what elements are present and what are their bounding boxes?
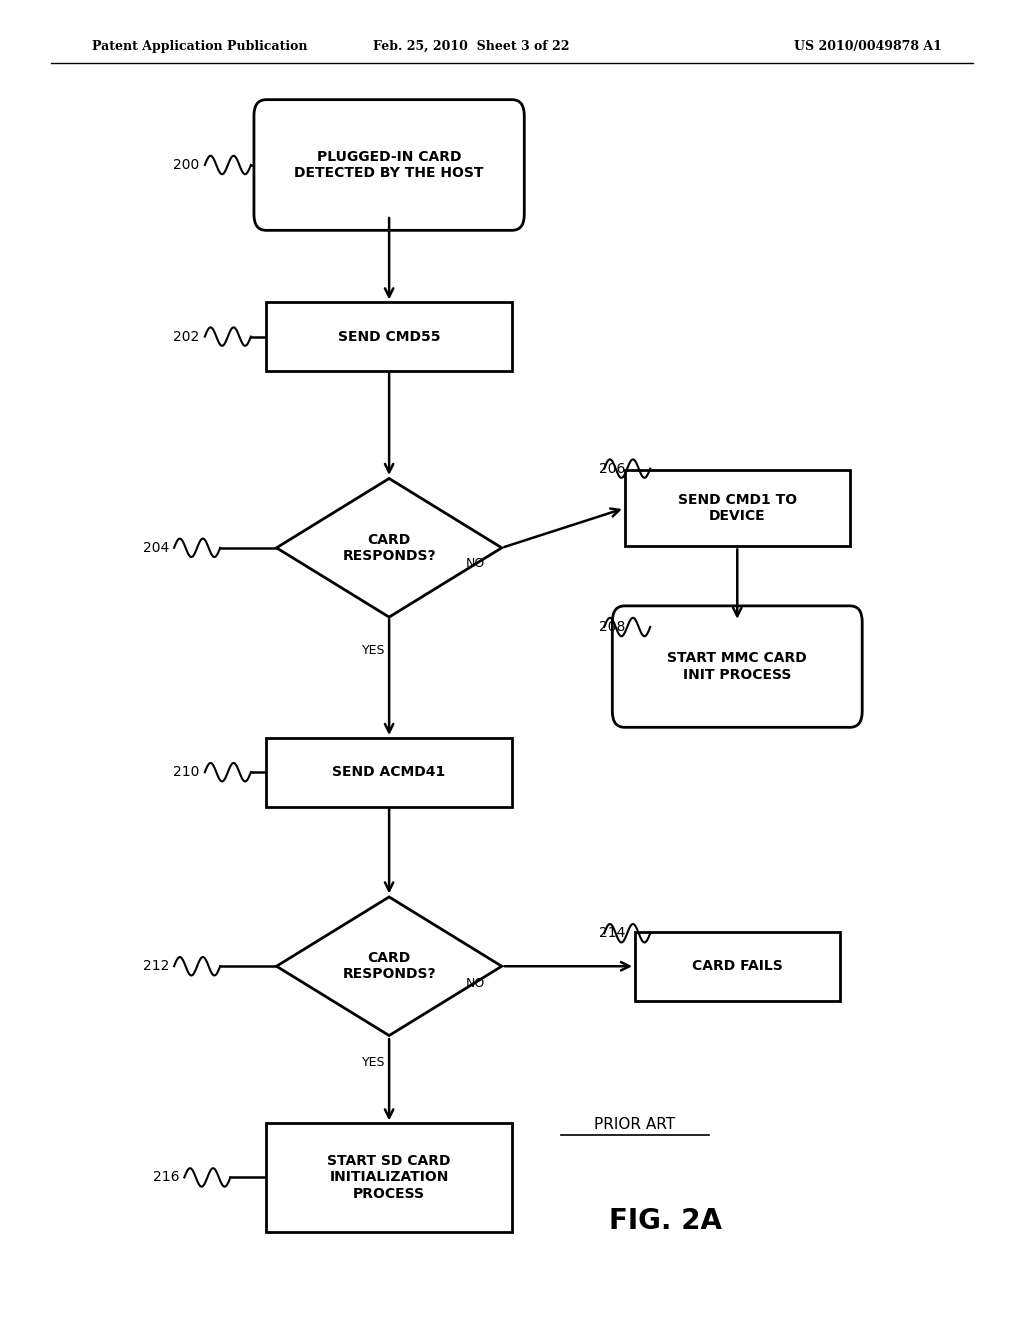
Text: YES: YES bbox=[362, 1056, 385, 1069]
Bar bbox=[266, 1123, 512, 1232]
Text: YES: YES bbox=[362, 644, 385, 657]
Text: START MMC CARD
INIT PROCESS: START MMC CARD INIT PROCESS bbox=[668, 652, 807, 681]
Text: US 2010/0049878 A1: US 2010/0049878 A1 bbox=[795, 40, 942, 53]
Polygon shape bbox=[276, 898, 502, 1035]
Polygon shape bbox=[276, 479, 502, 618]
Text: 214: 214 bbox=[599, 927, 626, 940]
Bar bbox=[625, 470, 850, 546]
Bar bbox=[266, 302, 512, 371]
Text: Feb. 25, 2010  Sheet 3 of 22: Feb. 25, 2010 Sheet 3 of 22 bbox=[373, 40, 569, 53]
Text: CARD FAILS: CARD FAILS bbox=[692, 960, 782, 973]
Text: 200: 200 bbox=[173, 158, 200, 172]
Text: 212: 212 bbox=[142, 960, 169, 973]
Text: 208: 208 bbox=[599, 620, 626, 634]
Text: 206: 206 bbox=[599, 462, 626, 475]
FancyBboxPatch shape bbox=[612, 606, 862, 727]
Text: NO: NO bbox=[466, 557, 485, 570]
Text: PLUGGED-IN CARD
DETECTED BY THE HOST: PLUGGED-IN CARD DETECTED BY THE HOST bbox=[294, 150, 484, 180]
Text: 210: 210 bbox=[173, 766, 200, 779]
Text: CARD
RESPONDS?: CARD RESPONDS? bbox=[342, 952, 436, 981]
Text: Patent Application Publication: Patent Application Publication bbox=[92, 40, 307, 53]
Text: FIG. 2A: FIG. 2A bbox=[609, 1206, 722, 1236]
Text: SEND CMD55: SEND CMD55 bbox=[338, 330, 440, 343]
Text: CARD
RESPONDS?: CARD RESPONDS? bbox=[342, 533, 436, 562]
Text: PRIOR ART: PRIOR ART bbox=[594, 1117, 676, 1133]
Text: NO: NO bbox=[466, 977, 485, 990]
Bar bbox=[635, 932, 840, 1001]
Text: SEND CMD1 TO
DEVICE: SEND CMD1 TO DEVICE bbox=[678, 494, 797, 523]
Text: SEND ACMD41: SEND ACMD41 bbox=[333, 766, 445, 779]
Text: START SD CARD
INITIALIZATION
PROCESS: START SD CARD INITIALIZATION PROCESS bbox=[328, 1154, 451, 1201]
Text: 216: 216 bbox=[153, 1171, 179, 1184]
Text: 202: 202 bbox=[173, 330, 200, 343]
FancyBboxPatch shape bbox=[254, 100, 524, 230]
Text: 204: 204 bbox=[142, 541, 169, 554]
Bar bbox=[266, 738, 512, 807]
